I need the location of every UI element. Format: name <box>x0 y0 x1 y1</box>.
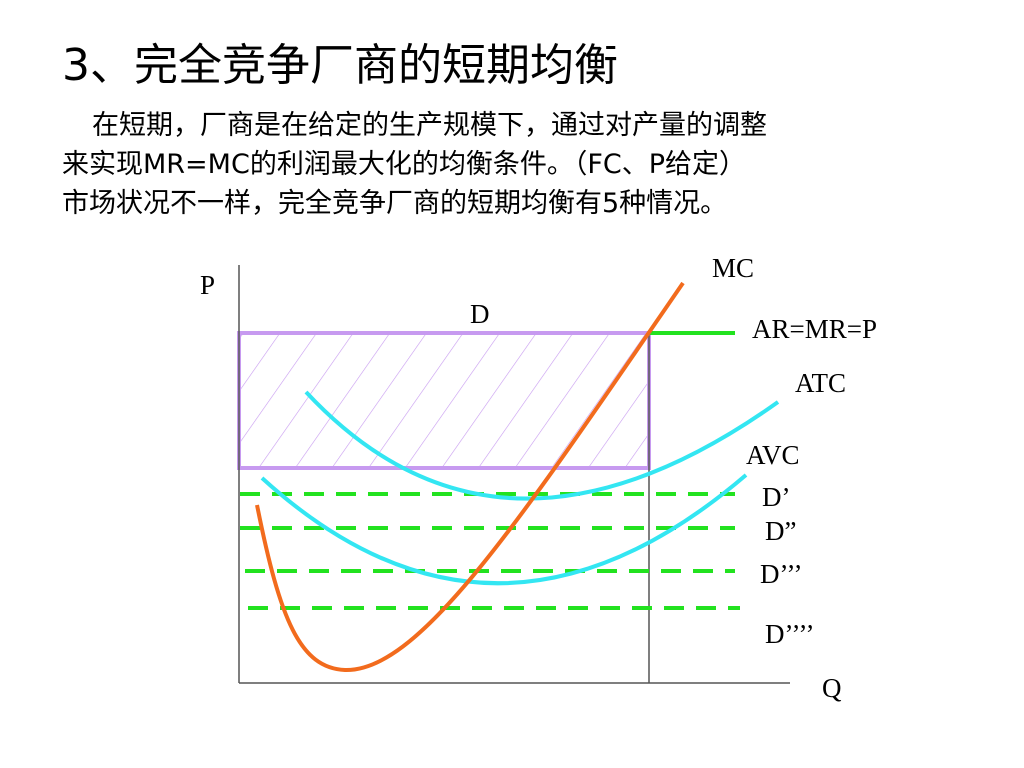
axis-label-p: P <box>200 270 215 300</box>
profit-area <box>237 331 651 470</box>
slide-title: 3、完全竞争厂商的短期均衡 <box>62 40 618 91</box>
label-d2: D” <box>765 516 796 546</box>
body-line-1: 在短期，厂商是在给定的生产规模下，通过对产量的调整 <box>92 110 767 141</box>
label-d: D <box>470 299 490 329</box>
label-avc: AVC <box>746 440 800 470</box>
label-ar-mr-p: AR=MR=P <box>752 314 877 344</box>
label-atc: ATC <box>795 368 846 398</box>
profit-hatch <box>239 333 649 468</box>
label-d1: D’ <box>762 482 791 512</box>
atc-curve <box>304 390 780 501</box>
mc-curve <box>255 281 685 673</box>
body-line-2: 来实现MR=MC的利润最大化的均衡条件。（FC、P给定） <box>62 149 746 180</box>
slide-body-text: 在短期，厂商是在给定的生产规模下，通过对产量的调整 来实现MR=MC的利润最大化… <box>62 106 962 223</box>
axis-label-q: Q <box>822 673 842 703</box>
label-d3: D’’’ <box>760 559 802 589</box>
label-d4: D’’’’ <box>765 619 814 649</box>
label-mc: MC <box>712 253 754 283</box>
avc-curve <box>260 473 748 586</box>
body-line-3: 市场状况不一样，完全竞争厂商的短期均衡有5种情况。 <box>62 188 728 219</box>
